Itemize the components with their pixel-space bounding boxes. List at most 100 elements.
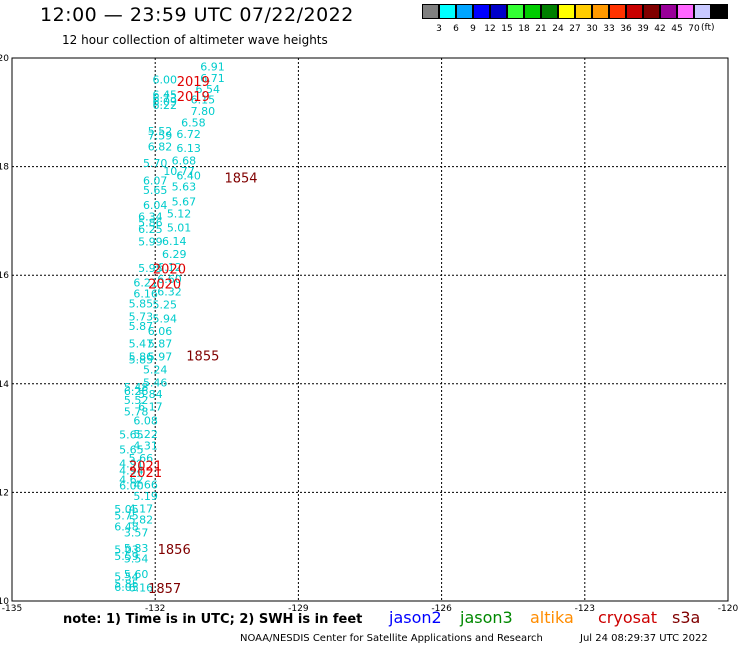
wave-height-label: 6.22 — [152, 99, 177, 112]
wave-height-label: 5.82 — [129, 514, 154, 527]
color-swatch — [456, 4, 473, 19]
color-scale-label: 45 — [671, 24, 683, 34]
wave-height-label: 5.65 — [143, 184, 168, 197]
wave-height-label: 5.46 — [143, 377, 168, 390]
y-tick-label: 12 — [0, 488, 9, 498]
x-tick-label: -120 — [718, 604, 739, 614]
wave-height-label: 6.29 — [162, 248, 187, 261]
wave-height-label: 6.16 — [129, 581, 154, 594]
wave-height-label: 5.12 — [167, 207, 192, 220]
pass-time-label: 2020 — [148, 277, 181, 292]
wave-height-label: 6.06 — [148, 325, 173, 338]
wave-height-label: 5.67 — [172, 195, 197, 208]
wave-height-label: 5.87 — [148, 338, 173, 351]
color-scale-label: 18 — [518, 24, 530, 34]
x-tick-label: -129 — [288, 604, 309, 614]
chart-subtitle: 12 hour collection of altimeter wave hei… — [62, 33, 328, 47]
color-swatch — [507, 4, 524, 19]
wave-height-label: 5.48 — [124, 381, 149, 394]
wave-height-label: 6.05 — [114, 581, 139, 594]
pass-time-label: 1855 — [186, 350, 219, 365]
wave-height-label: 5.54 — [124, 553, 149, 566]
color-scale-label: 70 — [688, 24, 700, 34]
color-scale-label: 30 — [586, 24, 598, 34]
wave-height-label: 4.31 — [133, 440, 158, 453]
color-swatch — [677, 4, 694, 19]
wave-height-label: 6.08 — [133, 415, 158, 428]
wave-height-label: 5.85 — [129, 297, 154, 310]
credit-line: NOAA/NESDIS Center for Satellite Applica… — [240, 633, 543, 644]
wave-height-label: 6.17 — [138, 401, 163, 414]
wave-height-label: 5.47 — [129, 338, 154, 351]
y-tick-label: 10 — [0, 597, 9, 607]
wave-height-label: 5.97 — [148, 351, 173, 364]
wave-height-label: 5.54 — [114, 571, 139, 584]
wave-height-label: 5.84 — [138, 388, 163, 401]
wave-height-label: 6.26 — [124, 385, 149, 398]
color-scale-label: 15 — [501, 24, 513, 34]
color-swatch — [643, 4, 660, 19]
x-tick-label: -132 — [145, 604, 165, 614]
wave-height-label: 5.05 — [114, 503, 139, 516]
wave-height-label: 5.85 — [129, 353, 154, 366]
pass-time-label: 1854 — [224, 171, 257, 186]
wave-height-label: 5.60 — [124, 568, 149, 581]
wave-height-label: 5.78 — [124, 405, 149, 418]
wave-height-label: 6.34 — [138, 211, 163, 224]
pass-time-label: 1857 — [148, 582, 181, 597]
wave-height-label: 6.58 — [181, 117, 206, 130]
wave-height-label: 6.32 — [157, 285, 182, 298]
pass-time-label: 1856 — [158, 543, 191, 558]
color-scale-label: 27 — [569, 24, 581, 34]
wave-height-label: 5.85 — [114, 578, 139, 591]
color-scale-label: 12 — [484, 24, 496, 34]
color-scale-unit: (ft) — [701, 23, 715, 33]
color-swatch — [592, 4, 609, 19]
wave-height-label: 5.65 — [119, 444, 144, 457]
wave-height-label: 5.24 — [143, 364, 168, 377]
pass-time-label: 2021 — [129, 459, 162, 474]
legend-item-altika: altika — [530, 608, 574, 627]
x-tick-label: -123 — [575, 604, 595, 614]
color-scale-label: 36 — [620, 24, 632, 34]
legend-item-cryosat: cryosat — [598, 608, 658, 627]
wave-height-label: 5.86 — [138, 217, 163, 230]
wave-height-label: 5.70 — [143, 157, 168, 170]
color-scale-label: 42 — [654, 24, 666, 34]
wave-height-label: 5.52 — [148, 125, 173, 138]
wave-height-label: 6.16 — [133, 288, 158, 301]
wave-height-label: 6.21 — [133, 276, 158, 289]
y-tick-label: 16 — [0, 271, 9, 281]
pass-time-label: 2021 — [129, 466, 162, 481]
wave-height-label: 6.45 — [152, 88, 177, 101]
x-tick-label: -135 — [2, 604, 22, 614]
y-tick-label: 14 — [0, 380, 9, 390]
color-swatch — [694, 4, 711, 19]
wave-height-label: 3.57 — [124, 527, 149, 540]
wave-height-label: 5.75 — [114, 510, 139, 523]
wave-height-label: 6.82 — [148, 141, 173, 154]
plot-frame — [11, 57, 729, 602]
wave-height-label: 5.19 — [133, 490, 158, 503]
wave-height-label: 6.60 — [157, 273, 182, 286]
wave-height-label: 6.04 — [143, 199, 168, 212]
wave-height-label: 6.40 — [176, 169, 201, 182]
color-swatch — [626, 4, 643, 19]
wave-height-label: 5.94 — [152, 313, 177, 326]
wave-height-label: 5.03 — [114, 543, 139, 556]
wave-height-label: 7.59 — [148, 130, 173, 143]
wave-height-label: 5.87 — [129, 320, 154, 333]
wave-height-label: 4.94 — [119, 465, 144, 478]
wave-height-label: 6.12 — [157, 261, 182, 274]
color-swatch — [660, 4, 677, 19]
legend-item-jason2: jason2 — [389, 608, 442, 627]
y-tick-label: 20 — [0, 54, 9, 64]
color-swatch — [439, 4, 456, 19]
wave-height-label: 10.77 — [163, 165, 195, 178]
color-scale-label: 39 — [637, 24, 649, 34]
color-scale-label: 3 — [436, 24, 442, 34]
wave-height-label: 6.72 — [176, 128, 201, 141]
legend-item-s3a: s3a — [672, 608, 701, 627]
